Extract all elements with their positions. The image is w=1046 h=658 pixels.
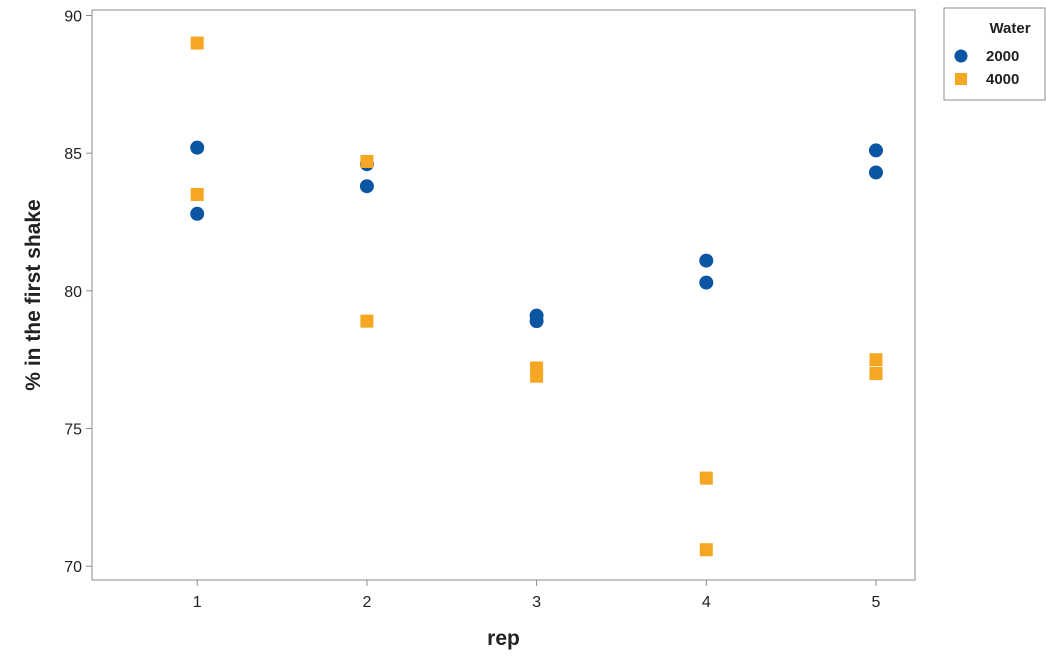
data-point-square <box>360 314 374 328</box>
data-point-square <box>699 471 713 485</box>
y-axis-label: % in the first shake <box>22 199 45 390</box>
legend-marker-square <box>955 73 967 85</box>
data-points <box>190 36 883 557</box>
x-tick-label: 5 <box>872 594 881 611</box>
x-axis-label: rep <box>487 627 520 650</box>
data-point-square <box>530 369 544 383</box>
y-tick-label: 75 <box>64 422 82 439</box>
data-point-circle <box>699 275 714 290</box>
data-point-circle <box>190 206 205 221</box>
data-point-square <box>360 154 374 168</box>
data-point-circle <box>699 253 714 268</box>
legend-label: 4000 <box>986 71 1019 88</box>
data-point-circle <box>190 140 205 155</box>
legend-label: 2000 <box>986 48 1019 65</box>
data-point-square <box>869 366 883 380</box>
legend: Water 2000 4000 <box>943 7 1046 101</box>
legend-marker-circle <box>954 49 968 63</box>
data-point-circle <box>359 179 374 194</box>
data-point-circle <box>868 143 883 158</box>
data-point-square <box>869 353 883 367</box>
y-tick-label: 90 <box>64 9 82 26</box>
data-point-square <box>190 36 204 50</box>
x-tick-label: 4 <box>702 594 711 611</box>
y-axis: 70 75 80 85 90 <box>64 9 92 576</box>
y-tick-label: 85 <box>64 146 82 163</box>
x-tick-label: 3 <box>532 594 541 611</box>
x-tick-label: 1 <box>193 594 202 611</box>
data-point-square <box>190 187 204 201</box>
y-tick-label: 70 <box>64 559 82 576</box>
x-tick-label: 2 <box>362 594 371 611</box>
plot-area <box>91 9 916 581</box>
x-axis: 1 2 3 4 5 <box>193 580 881 611</box>
y-tick-label: 80 <box>64 284 82 301</box>
data-point-circle <box>529 314 544 329</box>
data-point-circle <box>868 165 883 180</box>
data-point-square <box>699 543 713 557</box>
legend-title: Water <box>989 20 1030 37</box>
